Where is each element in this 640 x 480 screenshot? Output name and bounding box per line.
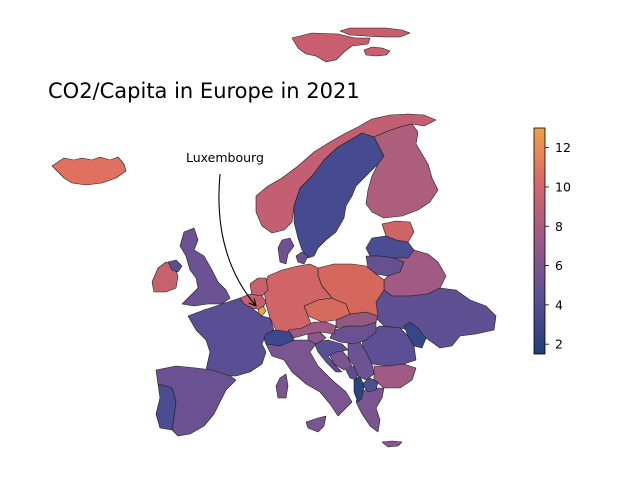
luxembourg-annotation: Luxembourg	[186, 150, 264, 306]
colorbar-bar	[533, 127, 546, 355]
country-italy[interactable]	[305, 415, 327, 433]
country-serbia[interactable]	[347, 341, 375, 381]
country-montenegro[interactable]	[345, 365, 359, 381]
country-iceland[interactable]	[51, 156, 127, 186]
country-denmark[interactable]	[277, 237, 295, 265]
country-greece[interactable]	[355, 387, 385, 433]
colorbar-ticks: 2 4 6 8 10 12	[545, 140, 571, 352]
country-austria[interactable]	[287, 321, 337, 339]
annotation-label: Luxembourg	[186, 150, 264, 165]
annotation-arrow	[218, 173, 256, 306]
colorbar-tick-label: 6	[555, 258, 563, 273]
country-finland[interactable]	[365, 123, 439, 219]
colorbar: 2 4 6 8 10 12	[533, 127, 571, 355]
colorbar-tick-label: 2	[555, 337, 563, 352]
country-north-macedonia[interactable]	[361, 377, 379, 393]
country-italy[interactable]	[265, 339, 353, 417]
country-denmark[interactable]	[295, 251, 309, 265]
country-united-kingdom[interactable]	[179, 227, 231, 307]
colorbar-tick-label: 8	[555, 219, 563, 234]
country-svalbard[interactable]	[339, 27, 411, 38]
country-croatia[interactable]	[313, 339, 349, 373]
country-italy[interactable]	[275, 373, 289, 399]
country-svalbard[interactable]	[291, 32, 371, 63]
country-france[interactable]	[187, 297, 275, 377]
country-luxembourg[interactable]	[257, 305, 267, 317]
country-cyprus[interactable]	[381, 440, 403, 448]
country-bulgaria[interactable]	[373, 363, 417, 389]
country-shapes	[51, 27, 497, 448]
colorbar-tick-label: 10	[555, 179, 571, 194]
country-portugal[interactable]	[155, 383, 177, 431]
map-title: CO2/Capita in Europe in 2021	[48, 79, 360, 103]
country-svalbard[interactable]	[363, 46, 391, 57]
country-northern-ireland[interactable]	[167, 259, 183, 273]
colorbar-tick-label: 12	[555, 140, 571, 155]
colorbar-tick-label: 4	[555, 297, 563, 312]
